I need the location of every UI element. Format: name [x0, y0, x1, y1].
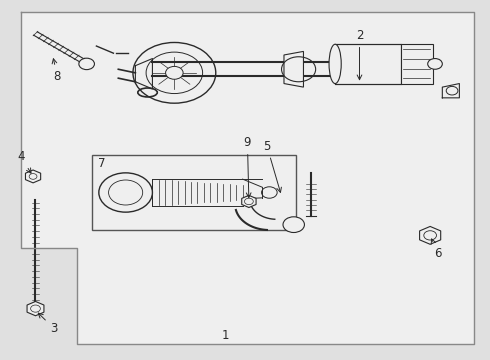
Circle shape — [79, 58, 95, 69]
Text: 4: 4 — [17, 150, 31, 173]
Text: 8: 8 — [52, 59, 61, 83]
Bar — [92, 155, 296, 230]
Polygon shape — [419, 226, 441, 244]
Text: 1: 1 — [222, 329, 229, 342]
Polygon shape — [21, 12, 474, 344]
Ellipse shape — [329, 44, 341, 84]
Polygon shape — [27, 301, 44, 316]
Text: 3: 3 — [38, 313, 57, 335]
Text: 5: 5 — [263, 140, 281, 192]
Text: 9: 9 — [244, 136, 251, 198]
Bar — [401, 44, 433, 84]
Polygon shape — [284, 51, 303, 87]
Bar — [335, 44, 401, 84]
Circle shape — [428, 59, 442, 69]
Text: 7: 7 — [98, 157, 105, 170]
Circle shape — [133, 42, 216, 103]
Circle shape — [283, 217, 304, 233]
Polygon shape — [242, 195, 256, 207]
Circle shape — [166, 66, 183, 79]
Text: 2: 2 — [356, 29, 363, 80]
Polygon shape — [25, 170, 41, 183]
Text: 6: 6 — [431, 239, 441, 260]
